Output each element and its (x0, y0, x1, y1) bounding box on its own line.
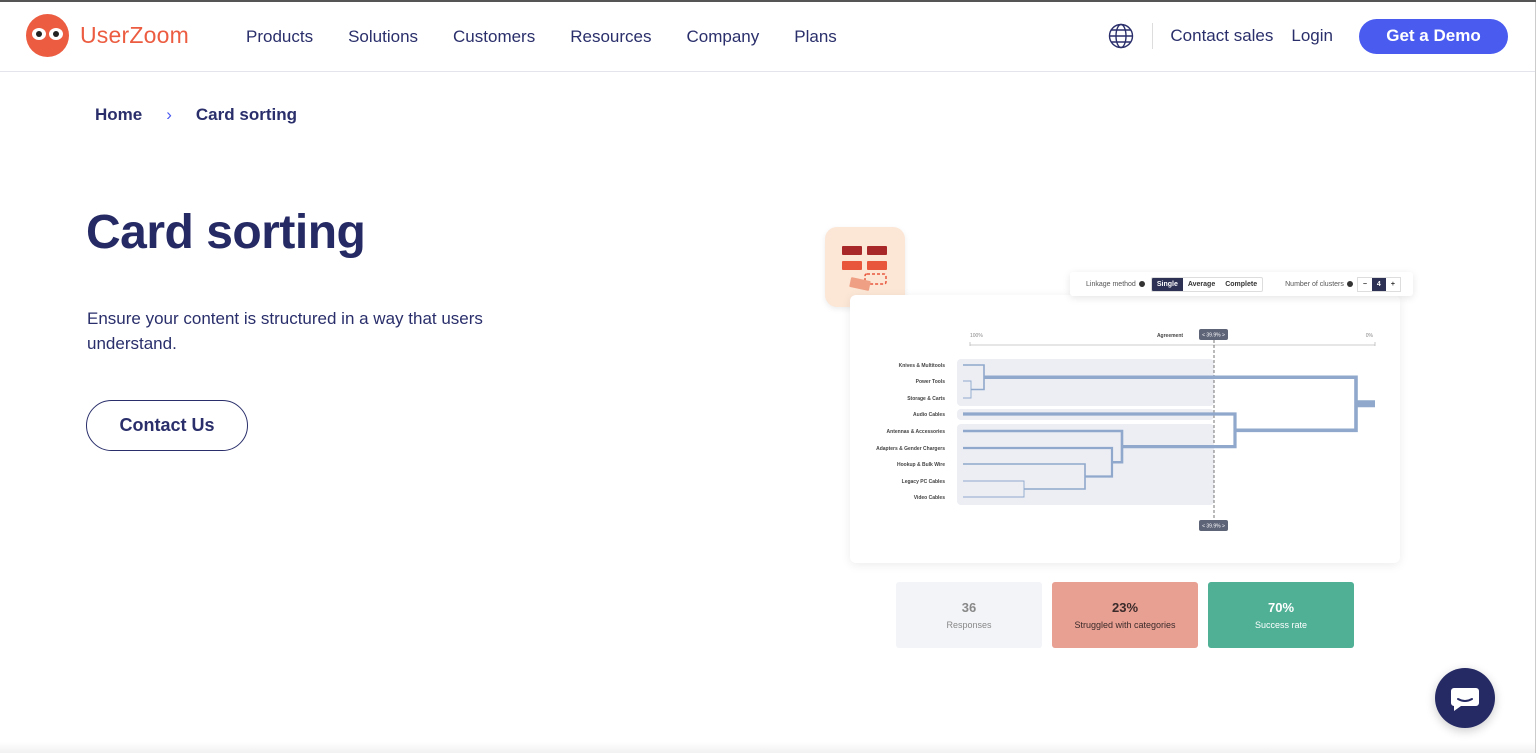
logo[interactable]: UserZoom (26, 14, 189, 57)
main-menu: Products Solutions Customers Resources C… (246, 2, 837, 72)
nav-products[interactable]: Products (246, 27, 314, 46)
linkage-method-selector: Single Average Complete (1150, 276, 1264, 292)
get-demo-button[interactable]: Get a Demo (1359, 18, 1508, 54)
dendrogram-leaf-label: Antennas & Accessories (887, 429, 946, 435)
page-title: Card sorting (86, 206, 366, 259)
dendrogram-leaf-label: Knives & Multitools (899, 363, 946, 369)
threshold-value: < 39.9% > (1202, 333, 1225, 339)
linkage-method-label: Linkage method (1086, 280, 1136, 288)
stat-value: 23% (1111, 600, 1139, 615)
stat-success-rate: 70% Success rate (1208, 582, 1354, 648)
card-sorting-icon (825, 227, 905, 307)
decrease-clusters-button[interactable]: − (1362, 280, 1367, 288)
axis-right-label: 0% (1366, 333, 1374, 339)
axis-left-label: 100% (970, 333, 983, 339)
clusters-value: 4 (1371, 277, 1386, 291)
dendrogram-toolbar: Linkage method Single Average Complete N… (1070, 272, 1413, 296)
breadcrumb: Home › Card sorting (95, 105, 297, 125)
stat-value: 70% (1267, 600, 1295, 615)
window-top-border (0, 0, 1536, 2)
chat-bubble-icon (1451, 688, 1479, 711)
chevron-right-icon: › (166, 105, 172, 124)
stat-responses: 36 Responses (896, 582, 1042, 648)
cluster-band (957, 359, 1214, 406)
dendrogram-leaf-label: Storage & Carts (907, 396, 945, 402)
dendrogram-leaf-label: Power Tools (916, 379, 946, 385)
breadcrumb-home[interactable]: Home (95, 105, 143, 124)
brand-name: UserZoom (80, 22, 189, 48)
login-link[interactable]: Login (1291, 26, 1333, 45)
stat-label: Responses (946, 620, 992, 630)
contact-us-button[interactable]: Contact Us (86, 400, 248, 451)
nav-resources[interactable]: Resources (570, 27, 652, 46)
method-complete[interactable]: Complete (1225, 280, 1258, 288)
clusters-stepper: − 4 + (1356, 276, 1401, 292)
top-nav: UserZoom Products Solutions Customers Re… (0, 2, 1536, 72)
method-average[interactable]: Average (1187, 280, 1216, 288)
stat-struggled: 23% Struggled with categories (1052, 582, 1198, 648)
dendrogram-leaf-label: Video Cables (914, 495, 946, 501)
owl-logo-icon (26, 14, 69, 57)
info-icon[interactable] (1138, 281, 1145, 287)
globe-icon[interactable] (1108, 23, 1134, 49)
divider (1152, 23, 1154, 49)
nav-company[interactable]: Company (686, 27, 760, 46)
contact-sales-link[interactable]: Contact sales (1170, 26, 1274, 45)
dendrogram-chart: 100% Agreement 0% < 39.9% > < 39.9% > Kn… (876, 329, 1376, 531)
threshold-tag-top[interactable] (1199, 329, 1228, 340)
nav-plans[interactable]: Plans (794, 27, 837, 46)
breadcrumb-current: Card sorting (195, 105, 297, 124)
nav-customers[interactable]: Customers (453, 27, 536, 46)
chat-button[interactable] (1435, 668, 1495, 728)
threshold-tag-bottom[interactable] (1199, 520, 1228, 531)
hero-description: Ensure your content is structured in a w… (87, 309, 483, 353)
page-bottom (0, 742, 1536, 753)
increase-clusters-button[interactable]: + (1390, 280, 1395, 288)
dendrogram-leaf-label: Hookup & Bulk Wire (897, 462, 945, 468)
stat-label: Success rate (1254, 620, 1308, 630)
axis-title: Agreement (1157, 333, 1183, 339)
stat-label: Struggled with categories (1074, 620, 1176, 630)
nav-solutions[interactable]: Solutions (348, 27, 419, 46)
method-single[interactable]: Single (1151, 277, 1183, 291)
info-icon[interactable] (1346, 281, 1353, 287)
dendrogram-leaf-label: Legacy PC Cables (902, 479, 946, 485)
stat-value: 36 (961, 600, 977, 615)
threshold-value: < 39.9% > (1202, 524, 1225, 530)
dendrogram-leaf-label: Adapters & Gender Chargers (876, 446, 945, 452)
dendrogram-leaf-label: Audio Cables (913, 412, 945, 418)
clusters-label: Number of clusters (1285, 280, 1344, 288)
